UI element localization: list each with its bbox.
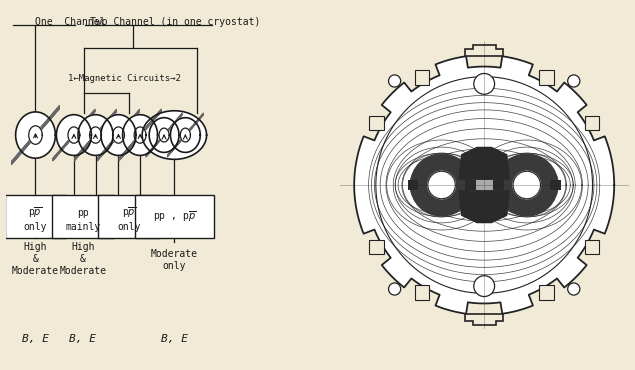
Polygon shape — [459, 191, 509, 223]
Polygon shape — [90, 127, 102, 143]
FancyBboxPatch shape — [539, 285, 554, 300]
Text: Moderate
only: Moderate only — [151, 249, 198, 271]
FancyBboxPatch shape — [585, 116, 599, 130]
Circle shape — [513, 171, 540, 199]
Text: mainly: mainly — [65, 222, 100, 232]
FancyBboxPatch shape — [408, 179, 418, 191]
Polygon shape — [16, 112, 55, 158]
Text: B, E: B, E — [161, 333, 188, 344]
FancyBboxPatch shape — [98, 195, 160, 238]
Polygon shape — [57, 115, 91, 155]
Polygon shape — [180, 128, 190, 142]
Circle shape — [389, 75, 401, 87]
FancyBboxPatch shape — [135, 195, 214, 238]
Circle shape — [568, 75, 580, 87]
FancyBboxPatch shape — [52, 195, 114, 238]
Polygon shape — [170, 118, 200, 152]
Polygon shape — [354, 56, 614, 314]
Polygon shape — [465, 313, 503, 325]
Circle shape — [389, 283, 401, 295]
Polygon shape — [459, 147, 509, 179]
Text: only: only — [117, 222, 141, 232]
FancyBboxPatch shape — [370, 240, 384, 254]
Polygon shape — [123, 115, 157, 155]
FancyBboxPatch shape — [539, 70, 554, 85]
Text: 1←Magnetic Circuits→2: 1←Magnetic Circuits→2 — [68, 74, 181, 83]
Circle shape — [428, 171, 455, 199]
FancyBboxPatch shape — [465, 179, 476, 191]
Polygon shape — [465, 45, 503, 57]
Text: pp , p$\overline{p}$: pp , p$\overline{p}$ — [152, 209, 196, 224]
Polygon shape — [78, 115, 113, 155]
Ellipse shape — [470, 167, 498, 203]
Circle shape — [496, 154, 558, 216]
Text: B, E: B, E — [69, 333, 97, 344]
Text: B, E: B, E — [22, 333, 49, 344]
Text: One  Channel: One Channel — [36, 17, 106, 27]
Polygon shape — [112, 127, 124, 143]
FancyBboxPatch shape — [415, 70, 429, 85]
FancyBboxPatch shape — [4, 195, 66, 238]
FancyBboxPatch shape — [493, 179, 504, 191]
FancyBboxPatch shape — [550, 179, 561, 191]
Circle shape — [410, 154, 472, 216]
Polygon shape — [68, 127, 80, 143]
FancyBboxPatch shape — [370, 116, 384, 130]
Text: only: only — [23, 222, 47, 232]
Text: p$\overline{p}$: p$\overline{p}$ — [123, 205, 137, 220]
Text: High
&
Moderate: High & Moderate — [12, 242, 59, 276]
Polygon shape — [142, 111, 206, 159]
Polygon shape — [159, 128, 169, 142]
Text: p$\overline{p}$: p$\overline{p}$ — [29, 205, 43, 220]
Text: pp: pp — [77, 208, 89, 218]
Polygon shape — [134, 127, 146, 143]
Polygon shape — [149, 118, 179, 152]
Text: High
&
Moderate: High & Moderate — [60, 242, 107, 276]
Text: Two Channel (in one cryostat): Two Channel (in one cryostat) — [90, 17, 261, 27]
FancyBboxPatch shape — [415, 285, 429, 300]
Polygon shape — [29, 126, 43, 144]
FancyBboxPatch shape — [585, 240, 599, 254]
Polygon shape — [101, 115, 136, 155]
Circle shape — [474, 276, 495, 296]
Circle shape — [474, 74, 495, 94]
Circle shape — [568, 283, 580, 295]
